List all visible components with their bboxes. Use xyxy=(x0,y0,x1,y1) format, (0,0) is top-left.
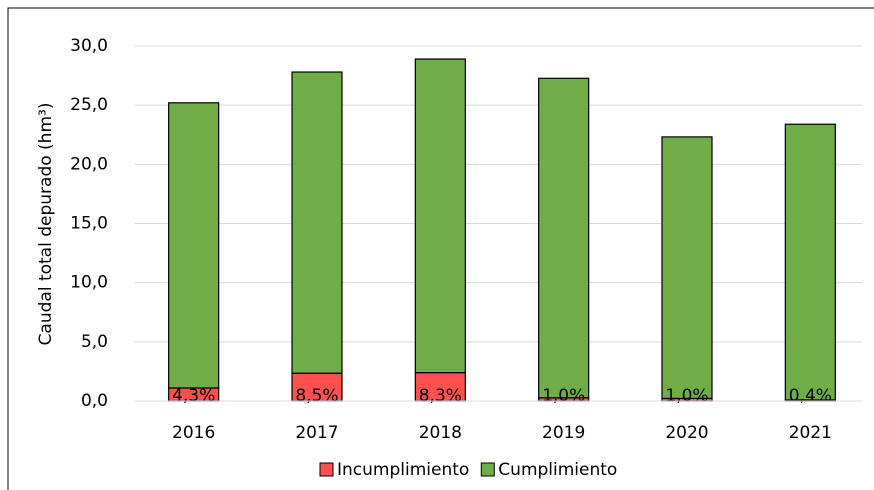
x-tick-label: 2021 xyxy=(789,423,832,443)
y-tick-label: 25,0 xyxy=(70,95,108,115)
annotation: 4,3% xyxy=(172,386,215,406)
x-tick-label: 2016 xyxy=(172,423,215,443)
legend-swatch xyxy=(480,462,495,477)
bar-segment xyxy=(784,123,836,401)
x-tick-label: 2019 xyxy=(542,423,585,443)
y-tick-label: 30,0 xyxy=(70,36,108,56)
bar-segment xyxy=(168,102,220,389)
bar-segment xyxy=(414,58,466,374)
y-tick-label: 5,0 xyxy=(81,332,108,352)
y-tick-label: 0,0 xyxy=(81,391,108,411)
legend-label: Incumplimiento xyxy=(337,460,469,480)
annotation: 1,0% xyxy=(665,386,708,406)
x-tick-label: 2017 xyxy=(295,423,338,443)
legend-label: Cumplimiento xyxy=(498,460,617,480)
x-tick-label: 2020 xyxy=(665,423,708,443)
y-tick-label: 15,0 xyxy=(70,214,108,234)
x-tick-label: 2018 xyxy=(419,423,462,443)
bar-segment xyxy=(291,71,343,374)
annotation: 8,3% xyxy=(419,386,462,406)
annotation: 0,4% xyxy=(789,386,832,406)
annotation: 1,0% xyxy=(542,386,585,406)
bar-segment xyxy=(538,77,590,399)
bar-segment xyxy=(661,136,713,399)
y-axis-label: Caudal total depurado (hm³) xyxy=(36,103,56,346)
legend-swatch xyxy=(319,462,334,477)
y-tick-label: 20,0 xyxy=(70,154,108,174)
y-tick-label: 10,0 xyxy=(70,273,108,293)
annotation: 8,5% xyxy=(295,386,338,406)
